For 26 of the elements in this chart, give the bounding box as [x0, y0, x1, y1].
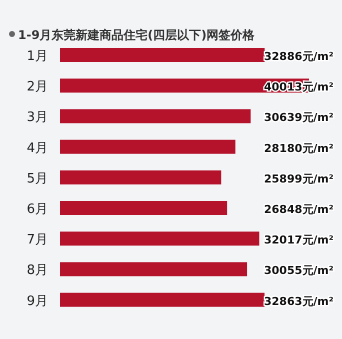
bar — [60, 232, 260, 246]
y-tick-label: 9月 — [26, 294, 48, 309]
data-label: 32863元/m² — [264, 294, 334, 308]
y-tick-label: 3月 — [26, 110, 48, 126]
chart-title: 1-9月东莞新建商品住宅(四层以下)网签价格 — [18, 28, 256, 42]
bar — [60, 262, 248, 276]
y-tick-label: 5月 — [26, 171, 48, 186]
data-label: 28180元/m² — [264, 142, 334, 155]
data-label: 32886元/m² — [264, 50, 334, 63]
y-tick-label: 8月 — [26, 263, 48, 278]
data-label: 32017元/m² — [264, 234, 334, 247]
data-label: 30055元/m² — [264, 264, 334, 278]
y-tick-label: 6月 — [26, 202, 48, 217]
bar — [60, 170, 222, 184]
y-tick-label: 2月 — [26, 80, 48, 95]
data-label: 25899元/m² — [264, 172, 334, 186]
bar — [60, 201, 228, 215]
y-tick-label: 7月 — [26, 232, 48, 248]
bar — [60, 292, 265, 307]
bar — [60, 48, 265, 62]
bar — [60, 140, 236, 154]
y-tick-label: 4月 — [26, 140, 48, 156]
data-label: 26848元/m² — [264, 203, 334, 216]
y-tick-label: 1月 — [26, 49, 48, 64]
data-label: 30639元/m² — [264, 111, 334, 124]
bar — [60, 109, 251, 124]
